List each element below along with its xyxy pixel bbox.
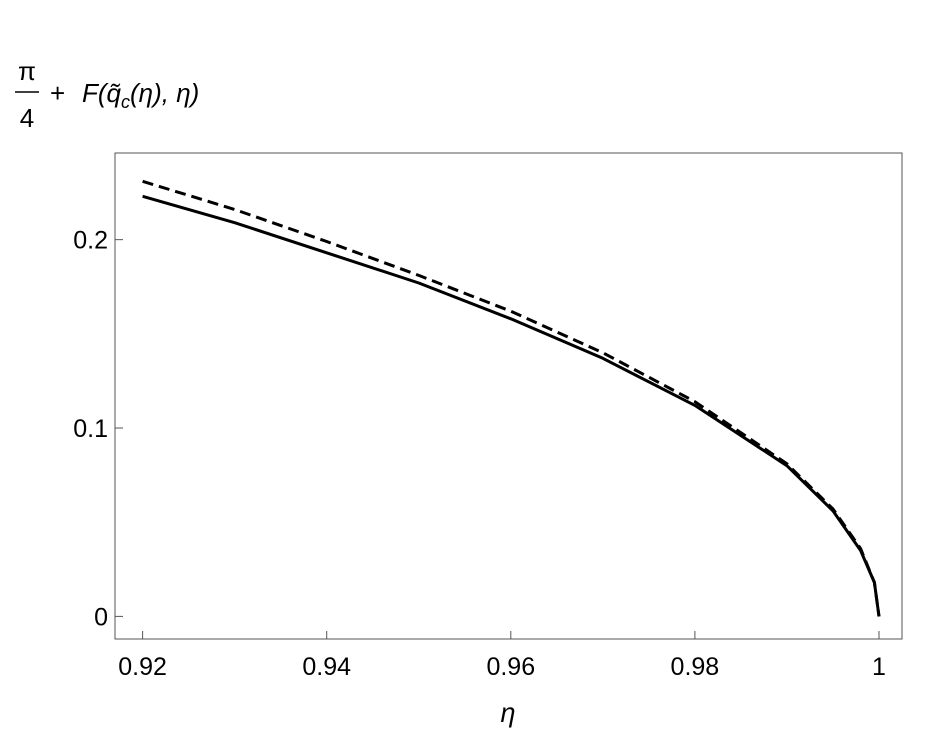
x-tick-label: 0.94	[302, 653, 351, 681]
ylabel-suffix: (η), η)	[130, 78, 199, 108]
y-tick-label: 0	[94, 603, 108, 631]
x-tick-label: 0.96	[486, 653, 535, 681]
x-axis-label: η	[501, 698, 516, 728]
x-tick-label: 1	[872, 653, 886, 681]
series-group	[142, 179, 881, 617]
series-line-dashed	[142, 179, 881, 617]
ylabel-fraction-numerator: π	[18, 56, 36, 86]
y-tick-label: 0.2	[73, 227, 108, 255]
ylabel-plus: +	[50, 78, 65, 108]
series-line-solid	[142, 194, 881, 617]
x-tick-label: 0.98	[671, 653, 720, 681]
y-axis-label: π 4 + F(q̃c(η), η)	[15, 56, 199, 133]
x-tick-label: 0.92	[118, 653, 167, 681]
ylabel-expression: F(q̃c(η), η)	[82, 78, 199, 112]
ylabel-prefix: F(	[82, 78, 109, 108]
ylabel-fraction-denominator: 4	[20, 103, 34, 133]
axis-tick-labels: 0.92 0.94 0.96 0.98 1 0 0.1 0.2	[73, 227, 886, 681]
ylabel-q-subscript: c	[121, 92, 130, 112]
plot-frame	[114, 152, 903, 640]
y-tick-label: 0.1	[73, 415, 108, 443]
ylabel-q-symbol: q̃	[107, 78, 122, 108]
axis-ticks	[115, 239, 880, 639]
